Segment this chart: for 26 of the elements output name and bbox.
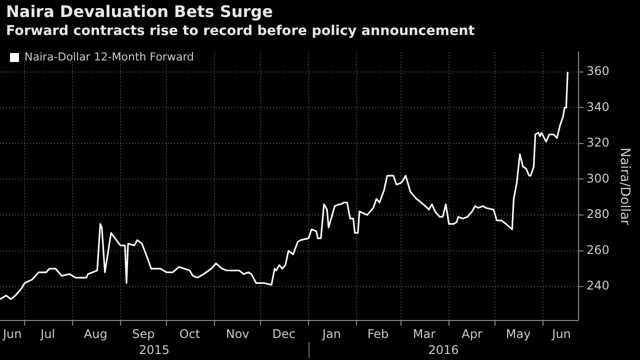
y-tick-label: 300 <box>586 171 610 186</box>
x-tick-label: Jun <box>551 326 571 341</box>
x-tick-label: Jan <box>321 326 341 341</box>
chart-subtitle: Forward contracts rise to record before policy announcement <box>6 23 475 39</box>
x-tick-label: Apr <box>462 326 482 341</box>
y-axis-title: Naira/Dollar <box>616 148 632 226</box>
text: 2015 <box>138 343 170 358</box>
x-tick-label: Oct <box>179 326 200 341</box>
x-tick-label: Mar <box>412 326 436 341</box>
chart-title: Naira Devaluation Bets Surge <box>6 2 273 21</box>
x-tick-label: Aug <box>84 326 108 341</box>
legend-label: Naira-Dollar 12-Month Forward <box>24 50 194 64</box>
x-tick-label: Jun <box>2 326 22 341</box>
x-tick-label: Nov <box>226 326 250 341</box>
x-tick-label: Jul <box>40 326 56 341</box>
y-tick-label: 340 <box>586 100 610 114</box>
y-tick-label: 280 <box>586 207 610 222</box>
y-tick-label: 240 <box>586 278 610 293</box>
text: 2016 <box>428 343 459 358</box>
y-tick-label: 360 <box>586 64 610 78</box>
x-tick-label: Sep <box>132 326 155 341</box>
x-tick-label: May <box>506 326 531 341</box>
x-tick-label: Feb <box>367 326 389 341</box>
y-tick-label: 320 <box>586 136 610 150</box>
x-tick-label: Dec <box>272 326 296 341</box>
y-tick-label: 260 <box>586 242 610 257</box>
